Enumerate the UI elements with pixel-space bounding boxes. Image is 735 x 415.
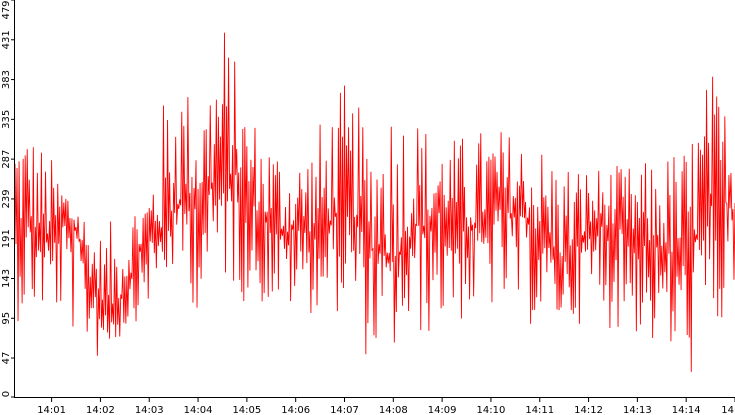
x-tick-label: 14:09 [428, 405, 457, 415]
x-tick-label: 14:01 [37, 405, 66, 415]
x-tick-label: 14 [721, 405, 734, 415]
y-axis-ticks: 0 47 95 143 191 239 287 335 383 431 479 [1, 0, 15, 398]
x-tick-label: 14:05 [232, 405, 261, 415]
x-tick-label: 14:11 [525, 405, 554, 415]
y-tick-label: 383 [1, 70, 12, 89]
series-line [14, 32, 735, 372]
x-tick-label: 14:14 [672, 405, 701, 415]
x-tick-label: 14:12 [574, 405, 603, 415]
x-tick-label: 14:06 [281, 405, 310, 415]
x-tick-label: 14:10 [477, 405, 506, 415]
x-tick-label: 14:03 [135, 405, 164, 415]
y-tick-label: 287 [1, 150, 12, 169]
y-tick-label: 431 [1, 30, 12, 49]
y-tick-label: 0 [1, 391, 12, 397]
y-tick-label: 47 [1, 352, 12, 365]
y-tick-label: 479 [1, 0, 12, 19]
x-axis-ticks: 14:01 14:02 14:03 14:04 14:05 14:06 14:07 14:08… [37, 397, 735, 415]
series-layer [14, 32, 735, 372]
x-tick-label: 14:13 [623, 405, 652, 415]
y-tick-label: 143 [1, 269, 12, 288]
y-tick-label: 191 [1, 229, 12, 248]
x-tick-label: 14:07 [330, 405, 359, 415]
x-tick-label: 14:02 [86, 405, 115, 415]
y-tick-label: 239 [1, 189, 12, 208]
y-tick-label: 95 [1, 312, 12, 325]
x-tick-label: 14:04 [184, 405, 213, 415]
x-tick-label: 14:08 [379, 405, 408, 415]
y-tick-label: 335 [1, 110, 12, 129]
